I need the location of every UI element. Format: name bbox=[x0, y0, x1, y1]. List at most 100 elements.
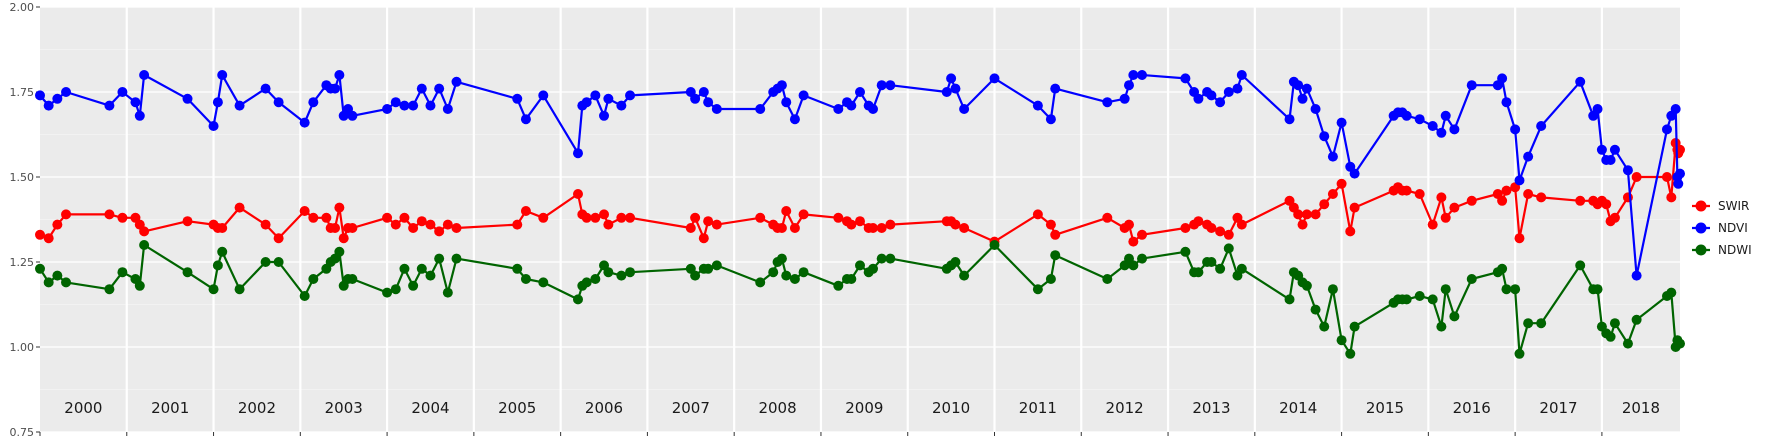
legend-label: NDWI bbox=[1718, 243, 1752, 257]
legend-label: NDVI bbox=[1718, 221, 1748, 235]
data-point bbox=[1180, 223, 1191, 233]
data-point bbox=[1670, 104, 1681, 114]
data-point bbox=[1223, 243, 1234, 254]
data-point bbox=[1449, 202, 1460, 213]
data-point bbox=[217, 223, 228, 233]
y-tick-label: 1.50 bbox=[10, 171, 35, 184]
data-point bbox=[451, 253, 462, 264]
data-point bbox=[603, 93, 614, 104]
data-series bbox=[35, 70, 1685, 359]
data-point bbox=[117, 267, 128, 278]
data-point bbox=[1284, 294, 1295, 305]
series-line bbox=[39, 243, 1680, 355]
data-point bbox=[1497, 73, 1508, 84]
data-point bbox=[1349, 168, 1360, 179]
data-point bbox=[1327, 189, 1338, 199]
data-point bbox=[1123, 80, 1134, 91]
data-point bbox=[425, 100, 436, 111]
data-point bbox=[1297, 93, 1308, 104]
data-point bbox=[876, 223, 887, 233]
data-point bbox=[755, 212, 766, 223]
data-point bbox=[1236, 219, 1247, 230]
year-label: 2003 bbox=[325, 399, 363, 417]
data-point bbox=[1327, 284, 1338, 295]
data-point bbox=[117, 212, 128, 223]
data-point bbox=[425, 219, 436, 230]
data-point bbox=[273, 257, 284, 267]
data-point bbox=[711, 260, 722, 271]
data-point bbox=[1609, 144, 1620, 155]
data-point bbox=[234, 284, 245, 295]
data-point bbox=[1514, 175, 1525, 186]
data-point bbox=[1414, 114, 1425, 125]
data-point bbox=[1427, 121, 1438, 131]
data-point bbox=[451, 76, 462, 87]
data-point bbox=[442, 219, 453, 230]
data-point bbox=[1215, 263, 1226, 274]
legend-item-ndvi: NDVI bbox=[1692, 221, 1748, 235]
data-point bbox=[1310, 104, 1321, 114]
data-point bbox=[1596, 144, 1607, 155]
data-point bbox=[959, 223, 970, 233]
data-point bbox=[1336, 117, 1347, 128]
data-point bbox=[616, 270, 627, 281]
data-point bbox=[273, 97, 284, 108]
data-point bbox=[1102, 212, 1113, 223]
data-point bbox=[347, 274, 358, 284]
data-point bbox=[776, 223, 787, 233]
year-label: 2008 bbox=[758, 399, 796, 417]
data-point bbox=[1605, 155, 1616, 165]
data-point bbox=[520, 114, 531, 125]
data-point bbox=[776, 253, 787, 264]
data-point bbox=[1661, 124, 1672, 135]
data-point bbox=[1050, 250, 1061, 261]
data-point bbox=[61, 277, 72, 288]
data-point bbox=[139, 226, 150, 237]
data-point bbox=[416, 83, 427, 94]
data-point bbox=[1466, 274, 1477, 284]
data-point bbox=[1128, 236, 1139, 247]
data-point bbox=[1206, 257, 1217, 267]
data-point bbox=[1301, 83, 1312, 94]
data-point bbox=[1414, 189, 1425, 199]
data-point bbox=[1215, 226, 1226, 237]
data-point bbox=[520, 206, 531, 216]
data-point bbox=[130, 97, 141, 108]
data-point bbox=[690, 93, 701, 104]
data-point bbox=[572, 189, 583, 199]
data-point bbox=[1666, 192, 1677, 203]
data-point bbox=[1336, 178, 1347, 189]
year-label: 2009 bbox=[845, 399, 883, 417]
data-point bbox=[273, 233, 284, 244]
data-point bbox=[572, 148, 583, 159]
data-point bbox=[1336, 335, 1347, 346]
data-point bbox=[35, 229, 45, 240]
data-point bbox=[35, 263, 45, 274]
data-point bbox=[382, 104, 393, 114]
data-point bbox=[1575, 195, 1586, 206]
data-point bbox=[212, 97, 223, 108]
data-point bbox=[1440, 110, 1451, 121]
data-point bbox=[512, 93, 523, 104]
data-point bbox=[139, 240, 150, 250]
data-point bbox=[182, 93, 193, 104]
legend-marker bbox=[1695, 222, 1707, 234]
data-point bbox=[781, 97, 792, 108]
data-point bbox=[1427, 294, 1438, 305]
data-point bbox=[581, 212, 592, 223]
data-point bbox=[698, 87, 709, 97]
data-point bbox=[1675, 338, 1685, 349]
data-point bbox=[1345, 348, 1356, 359]
data-point bbox=[1297, 219, 1308, 230]
data-point bbox=[399, 100, 410, 111]
data-point bbox=[989, 73, 1000, 84]
data-point bbox=[1510, 284, 1521, 295]
data-point bbox=[1514, 348, 1525, 359]
data-point bbox=[1501, 284, 1512, 295]
y-tick-label: 1.75 bbox=[10, 86, 35, 99]
data-point bbox=[625, 90, 636, 101]
data-point bbox=[451, 223, 462, 233]
data-point bbox=[876, 253, 887, 264]
data-point bbox=[1631, 172, 1642, 182]
y-tick-label: 1.00 bbox=[10, 341, 35, 354]
